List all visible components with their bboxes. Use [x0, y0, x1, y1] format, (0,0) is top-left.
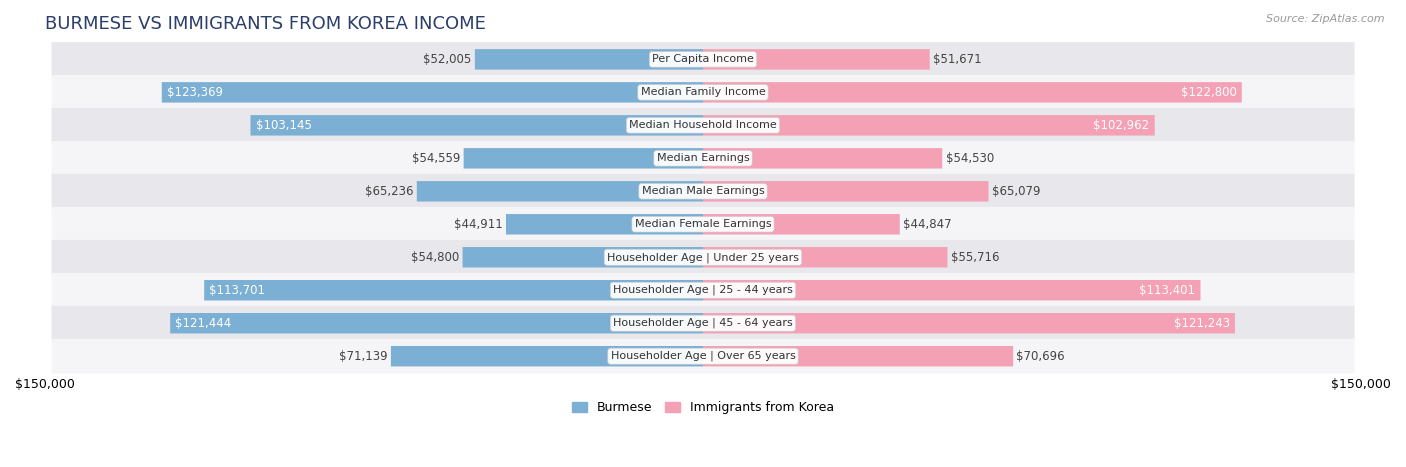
FancyBboxPatch shape	[506, 214, 703, 234]
Text: $65,079: $65,079	[991, 185, 1040, 198]
Text: $54,559: $54,559	[412, 152, 460, 165]
Text: $102,962: $102,962	[1094, 119, 1150, 132]
Text: Per Capita Income: Per Capita Income	[652, 54, 754, 64]
Text: $71,139: $71,139	[339, 350, 388, 363]
Text: $44,847: $44,847	[903, 218, 952, 231]
Text: $113,401: $113,401	[1139, 284, 1195, 297]
Text: $51,671: $51,671	[934, 53, 981, 66]
FancyBboxPatch shape	[52, 141, 1354, 176]
FancyBboxPatch shape	[703, 181, 988, 202]
Text: $70,696: $70,696	[1017, 350, 1066, 363]
FancyBboxPatch shape	[52, 273, 1354, 308]
FancyBboxPatch shape	[52, 240, 1354, 275]
FancyBboxPatch shape	[703, 82, 1241, 103]
FancyBboxPatch shape	[464, 148, 703, 169]
Text: Householder Age | Under 25 years: Householder Age | Under 25 years	[607, 252, 799, 262]
Legend: Burmese, Immigrants from Korea: Burmese, Immigrants from Korea	[567, 396, 839, 419]
FancyBboxPatch shape	[162, 82, 703, 103]
Text: Source: ZipAtlas.com: Source: ZipAtlas.com	[1267, 14, 1385, 24]
FancyBboxPatch shape	[703, 313, 1234, 333]
FancyBboxPatch shape	[463, 247, 703, 268]
FancyBboxPatch shape	[703, 214, 900, 234]
FancyBboxPatch shape	[703, 49, 929, 70]
FancyBboxPatch shape	[703, 247, 948, 268]
Text: Median Female Earnings: Median Female Earnings	[634, 219, 772, 229]
FancyBboxPatch shape	[52, 42, 1354, 77]
FancyBboxPatch shape	[250, 115, 703, 135]
Text: Householder Age | 45 - 64 years: Householder Age | 45 - 64 years	[613, 318, 793, 328]
Text: $103,145: $103,145	[256, 119, 312, 132]
Text: $122,800: $122,800	[1181, 86, 1236, 99]
Text: $113,701: $113,701	[209, 284, 266, 297]
Text: $54,530: $54,530	[945, 152, 994, 165]
Text: $44,911: $44,911	[454, 218, 503, 231]
FancyBboxPatch shape	[52, 174, 1354, 209]
Text: Householder Age | Over 65 years: Householder Age | Over 65 years	[610, 351, 796, 361]
FancyBboxPatch shape	[703, 346, 1014, 367]
Text: $65,236: $65,236	[366, 185, 413, 198]
Text: Median Male Earnings: Median Male Earnings	[641, 186, 765, 196]
Text: $55,716: $55,716	[950, 251, 1000, 264]
FancyBboxPatch shape	[52, 207, 1354, 241]
Text: $121,243: $121,243	[1174, 317, 1230, 330]
FancyBboxPatch shape	[52, 339, 1354, 374]
FancyBboxPatch shape	[52, 306, 1354, 340]
Text: Median Family Income: Median Family Income	[641, 87, 765, 97]
FancyBboxPatch shape	[170, 313, 703, 333]
Text: Median Household Income: Median Household Income	[628, 120, 778, 130]
Text: $121,444: $121,444	[176, 317, 232, 330]
Text: $123,369: $123,369	[167, 86, 224, 99]
FancyBboxPatch shape	[703, 280, 1201, 300]
FancyBboxPatch shape	[391, 346, 703, 367]
FancyBboxPatch shape	[475, 49, 703, 70]
Text: Median Earnings: Median Earnings	[657, 153, 749, 163]
FancyBboxPatch shape	[52, 75, 1354, 110]
Text: BURMESE VS IMMIGRANTS FROM KOREA INCOME: BURMESE VS IMMIGRANTS FROM KOREA INCOME	[45, 15, 486, 33]
FancyBboxPatch shape	[703, 115, 1154, 135]
FancyBboxPatch shape	[52, 108, 1354, 143]
Text: $54,800: $54,800	[411, 251, 460, 264]
FancyBboxPatch shape	[416, 181, 703, 202]
FancyBboxPatch shape	[204, 280, 703, 300]
Text: Householder Age | 25 - 44 years: Householder Age | 25 - 44 years	[613, 285, 793, 296]
Text: $52,005: $52,005	[423, 53, 471, 66]
FancyBboxPatch shape	[703, 148, 942, 169]
